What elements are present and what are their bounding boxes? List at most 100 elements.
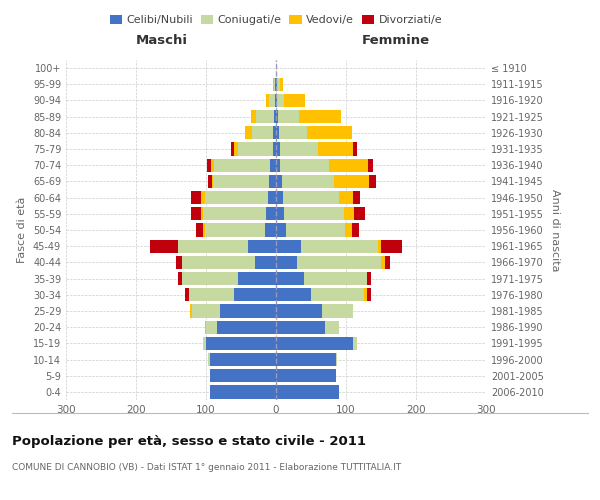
Bar bbox=[256, 110, 274, 124]
Bar bbox=[271, 158, 276, 172]
Bar bbox=[377, 240, 381, 253]
Bar bbox=[208, 175, 212, 188]
Bar bbox=[203, 207, 266, 220]
Bar bbox=[268, 191, 276, 204]
Text: Maschi: Maschi bbox=[136, 34, 188, 48]
Bar bbox=[286, 224, 346, 236]
Bar bbox=[276, 142, 280, 156]
Bar bbox=[275, 78, 276, 91]
Bar bbox=[276, 158, 280, 172]
Bar bbox=[276, 191, 283, 204]
Bar bbox=[276, 240, 301, 253]
Bar bbox=[276, 224, 286, 236]
Bar bbox=[205, 320, 206, 334]
Bar bbox=[251, 110, 256, 124]
Bar bbox=[318, 142, 353, 156]
Bar bbox=[311, 288, 364, 302]
Bar bbox=[346, 224, 352, 236]
Bar bbox=[230, 142, 234, 156]
Bar bbox=[238, 272, 276, 285]
Bar bbox=[307, 126, 352, 140]
Bar bbox=[178, 240, 248, 253]
Bar bbox=[280, 158, 329, 172]
Bar bbox=[213, 175, 269, 188]
Bar bbox=[150, 240, 178, 253]
Bar bbox=[234, 142, 238, 156]
Bar bbox=[364, 288, 367, 302]
Bar bbox=[276, 94, 277, 107]
Bar bbox=[206, 336, 276, 350]
Bar bbox=[385, 256, 390, 269]
Bar bbox=[277, 78, 280, 91]
Bar bbox=[208, 158, 211, 172]
Bar bbox=[276, 386, 339, 398]
Bar bbox=[269, 175, 276, 188]
Bar bbox=[185, 288, 188, 302]
Bar bbox=[301, 240, 377, 253]
Bar bbox=[299, 110, 341, 124]
Bar bbox=[208, 353, 209, 366]
Bar bbox=[276, 126, 279, 140]
Bar bbox=[238, 142, 272, 156]
Bar bbox=[279, 126, 307, 140]
Bar bbox=[205, 224, 265, 236]
Bar bbox=[275, 94, 276, 107]
Bar bbox=[276, 175, 281, 188]
Bar bbox=[277, 94, 284, 107]
Bar bbox=[322, 304, 353, 318]
Bar bbox=[220, 304, 276, 318]
Bar bbox=[245, 126, 251, 140]
Bar bbox=[281, 175, 334, 188]
Bar bbox=[191, 191, 201, 204]
Bar bbox=[335, 353, 337, 366]
Bar bbox=[269, 94, 275, 107]
Bar bbox=[251, 126, 272, 140]
Text: Femmine: Femmine bbox=[362, 34, 430, 48]
Bar bbox=[274, 110, 276, 124]
Bar bbox=[276, 207, 284, 220]
Bar bbox=[274, 78, 275, 91]
Bar bbox=[367, 288, 371, 302]
Bar bbox=[369, 175, 376, 188]
Bar bbox=[367, 272, 371, 285]
Bar bbox=[355, 207, 365, 220]
Bar bbox=[276, 110, 278, 124]
Bar bbox=[214, 158, 271, 172]
Bar bbox=[278, 110, 299, 124]
Bar bbox=[353, 191, 360, 204]
Bar bbox=[248, 240, 276, 253]
Text: Popolazione per età, sesso e stato civile - 2011: Popolazione per età, sesso e stato civil… bbox=[12, 435, 366, 448]
Bar bbox=[203, 224, 205, 236]
Bar bbox=[284, 207, 344, 220]
Bar bbox=[276, 78, 277, 91]
Bar bbox=[353, 142, 356, 156]
Bar bbox=[209, 369, 276, 382]
Bar bbox=[234, 288, 276, 302]
Bar bbox=[265, 94, 269, 107]
Bar bbox=[297, 256, 381, 269]
Bar bbox=[192, 304, 220, 318]
Bar bbox=[272, 126, 276, 140]
Bar bbox=[344, 207, 355, 220]
Bar bbox=[276, 256, 297, 269]
Bar bbox=[276, 320, 325, 334]
Bar bbox=[304, 272, 367, 285]
Bar bbox=[266, 207, 276, 220]
Bar bbox=[182, 272, 238, 285]
Text: COMUNE DI CANNOBIO (VB) - Dati ISTAT 1° gennaio 2011 - Elaborazione TUTTITALIA.I: COMUNE DI CANNOBIO (VB) - Dati ISTAT 1° … bbox=[12, 462, 401, 471]
Bar bbox=[325, 320, 339, 334]
Bar bbox=[381, 240, 402, 253]
Bar bbox=[178, 272, 182, 285]
Bar bbox=[191, 207, 201, 220]
Bar bbox=[265, 224, 276, 236]
Bar bbox=[211, 158, 214, 172]
Bar bbox=[212, 175, 213, 188]
Bar bbox=[276, 369, 335, 382]
Y-axis label: Fasce di età: Fasce di età bbox=[17, 197, 27, 263]
Bar bbox=[176, 256, 182, 269]
Bar bbox=[280, 142, 318, 156]
Bar bbox=[276, 304, 322, 318]
Bar bbox=[276, 353, 335, 366]
Bar bbox=[206, 320, 217, 334]
Bar bbox=[339, 191, 353, 204]
